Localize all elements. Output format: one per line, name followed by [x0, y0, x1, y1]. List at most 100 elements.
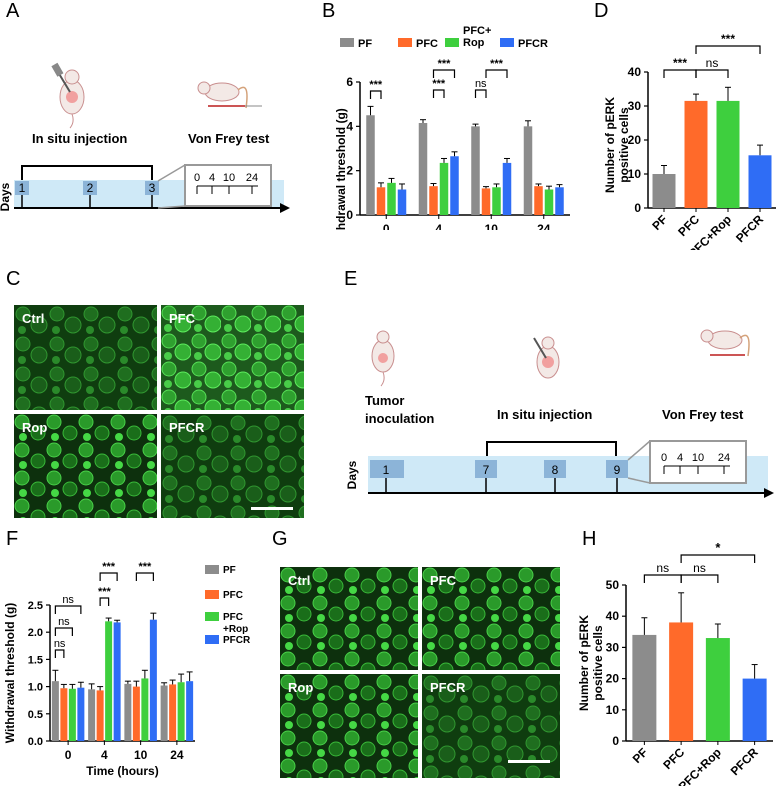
x-tick-label: PF [630, 745, 651, 766]
bar-pfc [169, 684, 177, 741]
y-tick-label: 20 [628, 133, 642, 147]
x-tick-label: 4 [435, 222, 442, 230]
bar-pfcr [186, 681, 194, 741]
caption-von-frey-test: Von Frey test [662, 407, 744, 422]
y-tick-label: 0 [612, 734, 619, 748]
y-tick-label: 6 [346, 75, 353, 89]
days-axis-label: Days [0, 182, 12, 211]
y-tick-label: 0 [346, 208, 353, 222]
micrograph-g-pfc: PFC [422, 567, 560, 670]
sig-bracket [54, 605, 82, 614]
y-axis-label: Number of pERKpositive cells [603, 97, 631, 193]
sig-label: *** [138, 561, 152, 573]
y-tick-label: 40 [606, 609, 620, 623]
micrograph-label: PFC [169, 311, 195, 326]
micrograph-c-pfc: PFC [161, 305, 304, 410]
legend-label: PF [358, 38, 372, 50]
hour-10: 10 [223, 172, 235, 184]
sig-bracket [485, 69, 508, 78]
bar-pfc-rop [716, 100, 740, 208]
x-tick-label: 0 [65, 748, 72, 762]
bar-pfc [132, 686, 140, 741]
day-1: 1 [383, 463, 390, 477]
sig-bracket [663, 69, 697, 78]
bar-pf [124, 683, 132, 741]
bar-pfc [669, 622, 694, 741]
bar-pf [160, 685, 168, 741]
sig-label: * [715, 540, 721, 555]
panel-label-d: D [594, 0, 609, 22]
micrograph-label: PFCR [430, 680, 466, 695]
legend-label: PFC [223, 590, 243, 601]
x-tick-label: 10 [485, 222, 499, 230]
bar-pfcr [450, 156, 459, 215]
y-tick-label: 20 [606, 672, 620, 686]
mouse-tumor-icon [371, 330, 395, 387]
x-tick-label: 0 [383, 222, 390, 230]
sig-bracket [369, 90, 382, 99]
mouse-vonfrey-icon [700, 329, 750, 357]
micrograph-label: PFCR [169, 420, 205, 435]
hour-10: 10 [692, 452, 704, 464]
sig-bracket [99, 597, 110, 606]
bar-pf [51, 681, 59, 741]
bar-pfc-rop [544, 189, 554, 215]
panel-label-g: G [272, 528, 288, 550]
bar-pfc-rop [105, 621, 113, 741]
mouse-vonfrey-icon [197, 81, 262, 109]
day-8: 8 [552, 463, 559, 477]
bar-pfcr [77, 687, 85, 741]
y-tick-label: 2.0 [28, 627, 43, 639]
caption-tumor: Tumor [365, 393, 404, 408]
bar-pfcr [502, 162, 512, 215]
sig-label: *** [721, 32, 735, 46]
mouse-injection-icon [51, 62, 85, 129]
sig-bracket [432, 89, 445, 98]
micrograph-label: Ctrl [288, 573, 311, 588]
hour-0: 0 [194, 172, 200, 184]
legend-swatch [398, 38, 412, 47]
sig-label: *** [98, 586, 112, 598]
legend-swatch [205, 635, 219, 644]
x-tick-label: PFCR [733, 212, 766, 245]
micrograph-g-ctrl: Ctrl [280, 567, 418, 670]
y-tick-label: 10 [628, 167, 642, 181]
y-tick-label: 0.0 [28, 736, 43, 748]
panel-label-a: A [6, 0, 20, 22]
y-tick-label: 4 [346, 119, 353, 133]
legend-label: PFCR [223, 635, 251, 646]
sig-bracket [135, 572, 154, 581]
panel-label-f: F [6, 528, 19, 550]
days-axis-label: Days [345, 460, 359, 489]
x-tick-label: 4 [101, 748, 108, 762]
bar-pf [523, 126, 533, 215]
mouse-injection-icon [533, 336, 560, 379]
day-2: 2 [87, 181, 94, 195]
legend-swatch [340, 38, 354, 47]
bar-pfc [481, 188, 491, 215]
bar-pfcr [555, 187, 564, 215]
bar-pfc [534, 186, 543, 215]
x-tick-label: 24 [170, 748, 184, 762]
bar-pf [88, 689, 96, 741]
y-tick-label: 50 [606, 578, 620, 592]
legend-swatch [205, 590, 219, 599]
micrograph-c-pfcr: PFCR [161, 414, 304, 518]
legend-swatch [445, 38, 459, 47]
y-tick-label: 1.5 [28, 654, 43, 666]
bar-pfcr [748, 155, 772, 208]
sig-label: *** [432, 78, 446, 90]
scale-bar [508, 760, 550, 763]
micrograph-c-ctrl: Ctrl [14, 305, 157, 410]
y-tick-label: 10 [606, 703, 620, 717]
sig-label: *** [673, 56, 687, 70]
bar-pfc [96, 690, 104, 741]
hour-24: 24 [246, 172, 258, 184]
micrograph-label: Rop [22, 420, 48, 435]
y-tick-label: 2.5 [28, 600, 43, 612]
bar-pfcr [149, 619, 157, 741]
sig-label: ns [693, 561, 706, 575]
micrograph-c-rop: Rop [14, 414, 157, 518]
